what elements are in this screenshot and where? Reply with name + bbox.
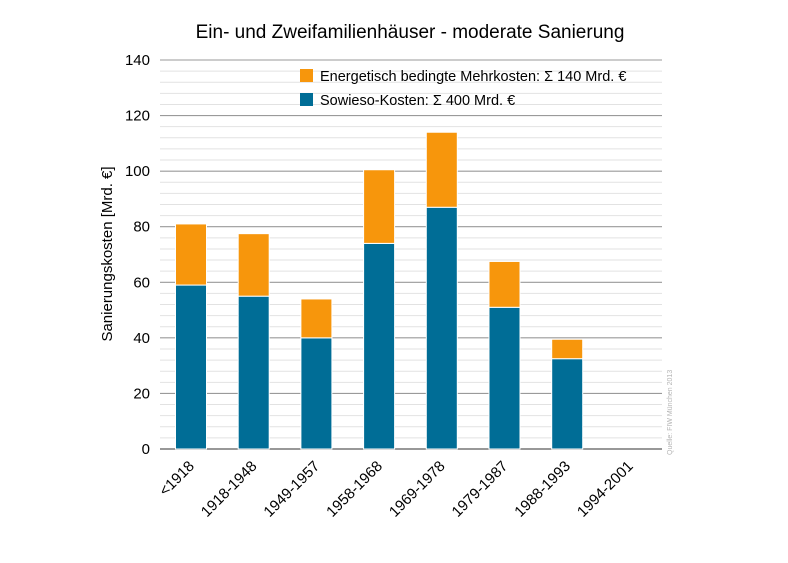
x-tick-label: 1988-1993 xyxy=(511,458,574,521)
x-tick-label: 1994-2001 xyxy=(574,458,637,521)
bar-mehrkosten xyxy=(551,338,584,360)
x-ticks: <1918 1918-1948 1949-1957 1958-1968 1969-197… xyxy=(156,458,637,521)
bar-sowieso xyxy=(300,337,333,450)
y-axis-label: Sanierungskosten [Mrd. €] xyxy=(99,166,116,341)
bar-sowieso xyxy=(425,206,458,450)
legend-label-sowieso: Sowieso-Kosten: Σ 400 Mrd. € xyxy=(320,93,515,109)
bar-mehrkosten xyxy=(300,298,333,339)
source-note: Quelle: FIW München 2013 xyxy=(667,370,674,455)
bar-sowieso xyxy=(363,242,396,450)
y-tick-label: 40 xyxy=(133,330,150,347)
bars xyxy=(175,131,584,450)
x-tick-label: 1949-1957 xyxy=(260,458,323,521)
x-tick-label: 1958-1968 xyxy=(323,458,386,521)
bar-sowieso xyxy=(551,358,584,450)
y-tick-label: 140 xyxy=(125,52,150,69)
bar-mehrkosten xyxy=(363,169,396,244)
chart-title: Ein- und Zweifamilienhäuser - moderate S… xyxy=(196,22,625,43)
bar-mehrkosten xyxy=(175,223,207,286)
x-tick-label: <1918 xyxy=(156,458,198,500)
legend-swatch-sowieso xyxy=(300,93,313,106)
y-tick-label: 100 xyxy=(125,163,150,180)
y-tick-label: 120 xyxy=(125,108,150,125)
grid xyxy=(160,59,662,450)
bar-sowieso xyxy=(237,295,270,450)
y-tick-label: 20 xyxy=(133,385,150,402)
bar-sowieso xyxy=(488,306,521,450)
bar-mehrkosten xyxy=(237,233,270,297)
legend-label-mehrkosten: Energetisch bedingte Mehrkosten: Σ 140 M… xyxy=(320,69,626,85)
legend-swatch-mehrkosten xyxy=(300,69,313,82)
y-tick-label: 0 xyxy=(142,441,150,458)
x-tick-label: 1979-1987 xyxy=(449,458,512,521)
bar-sowieso xyxy=(175,284,207,450)
y-tick-label: 80 xyxy=(133,219,150,236)
legend: Energetisch bedingte Mehrkosten: Σ 140 M… xyxy=(300,69,626,109)
x-tick-label: 1918-1948 xyxy=(198,458,261,521)
bar-mehrkosten xyxy=(488,260,521,308)
y-tick-label: 60 xyxy=(133,274,150,291)
bar-mehrkosten xyxy=(425,131,458,208)
x-tick-label: 1969-1978 xyxy=(386,458,449,521)
y-ticks: 0 20 40 60 80 100 120 140 xyxy=(125,52,150,458)
